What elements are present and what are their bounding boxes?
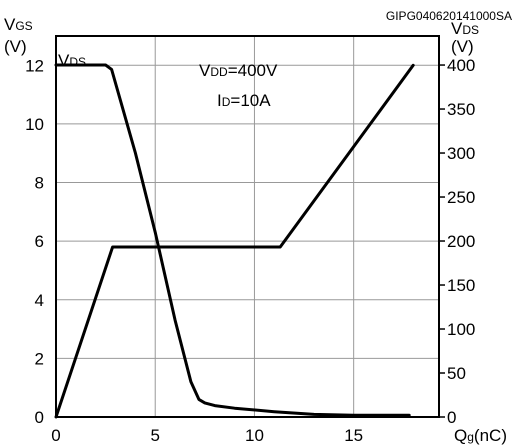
left-axis-label: VGS: [4, 15, 33, 34]
right-tick-label: 350: [447, 100, 475, 119]
left-tick-label: 12: [25, 56, 44, 75]
left-tick-label: 0: [35, 408, 44, 427]
left-tick-label: 8: [35, 174, 44, 193]
left-tick-label: 2: [35, 349, 44, 368]
right-axis-label: VDS: [451, 19, 479, 38]
vdd-text: VDD=400V: [199, 61, 278, 80]
vds-label-text: VDS: [58, 51, 86, 70]
vdd-annotation: VDD=400V: [199, 61, 278, 80]
right-tick-label: 200: [447, 232, 475, 251]
right-axis-label-text: VDS: [451, 19, 479, 38]
right-tick-label: 0: [447, 408, 456, 427]
left-tick-label: 6: [35, 232, 44, 251]
left-axis-unit: (V): [4, 37, 27, 56]
right-axis-unit: (V): [451, 37, 474, 56]
left-tick-labels: 0 2 4 6 8 10 12: [25, 56, 44, 427]
right-tick-label: 400: [447, 56, 475, 75]
x-axis-label-text: Qg(nC): [454, 426, 507, 445]
right-tick-label: 150: [447, 276, 475, 295]
left-tick-label: 4: [35, 291, 44, 310]
series-line-vds: [54, 63, 411, 417]
x-axis-label: Qg(nC): [454, 426, 507, 445]
right-tick-label: 100: [447, 320, 475, 339]
x-tick-labels: 0 5 10 15: [51, 426, 363, 445]
right-tick-label: 50: [447, 364, 466, 383]
right-tick-labels: 0 50 100 150 200 250 300 350 400: [439, 56, 475, 427]
x-tick-label: 0: [51, 426, 60, 445]
x-tick-label: 15: [344, 426, 363, 445]
series-line-vgs: [54, 63, 415, 419]
right-tick-label: 250: [447, 188, 475, 207]
left-axis-label-text: VGS: [4, 15, 33, 34]
id-text: ID=10A: [217, 91, 271, 110]
grid: [56, 36, 439, 417]
vds-series-label: VDS: [58, 51, 86, 70]
plot-frame: [55, 35, 440, 418]
id-annotation: ID=10A: [217, 91, 271, 110]
figure-code: GIPG040620141000SA: [386, 9, 512, 23]
right-tick-label: 300: [447, 144, 475, 163]
left-tick-label: 10: [25, 115, 44, 134]
series-lines: [54, 63, 415, 419]
x-tick-label: 10: [245, 426, 264, 445]
x-tick-label: 5: [150, 426, 159, 445]
